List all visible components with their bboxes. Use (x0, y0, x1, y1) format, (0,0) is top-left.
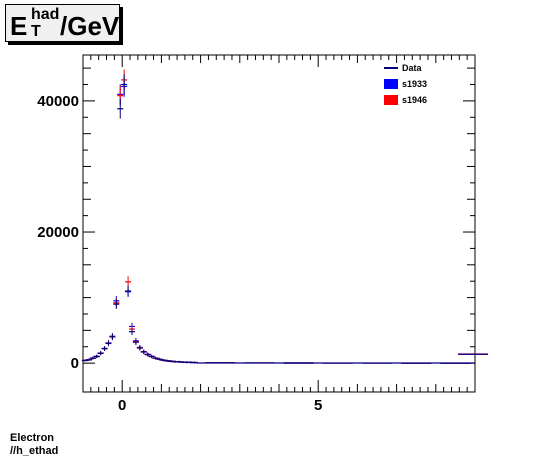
title-superscript: had (31, 6, 60, 23)
legend-swatch-s1933 (384, 79, 398, 89)
y-tick-label: 40000 (37, 93, 79, 110)
title-unit: /GeV (60, 11, 120, 41)
title-subscript: T (31, 23, 41, 40)
plot-frame (82, 54, 476, 393)
footer-line-1: Electron (10, 432, 55, 444)
x-tick-label: 0 (118, 397, 126, 414)
y-tick-label: 0 (71, 355, 79, 372)
footer-line-2: //h_ethad (10, 445, 59, 457)
legend: Data s1933 s1946 (384, 63, 427, 105)
legend-label-s1946: s1946 (402, 95, 427, 105)
series-layer (81, 69, 489, 364)
legend-swatch-s1946 (384, 95, 398, 105)
legend-label-data: Data (402, 63, 423, 73)
x-tick-label: 5 (314, 397, 322, 414)
chart-title: E had T /GeV (5, 4, 120, 42)
y-tick-label: 20000 (37, 224, 79, 241)
y-axis: 0 20000 40000 (37, 67, 475, 372)
footer: Electron //h_ethad (10, 432, 58, 458)
legend-label-s1933: s1933 (402, 79, 427, 89)
title-main: E (10, 11, 28, 41)
